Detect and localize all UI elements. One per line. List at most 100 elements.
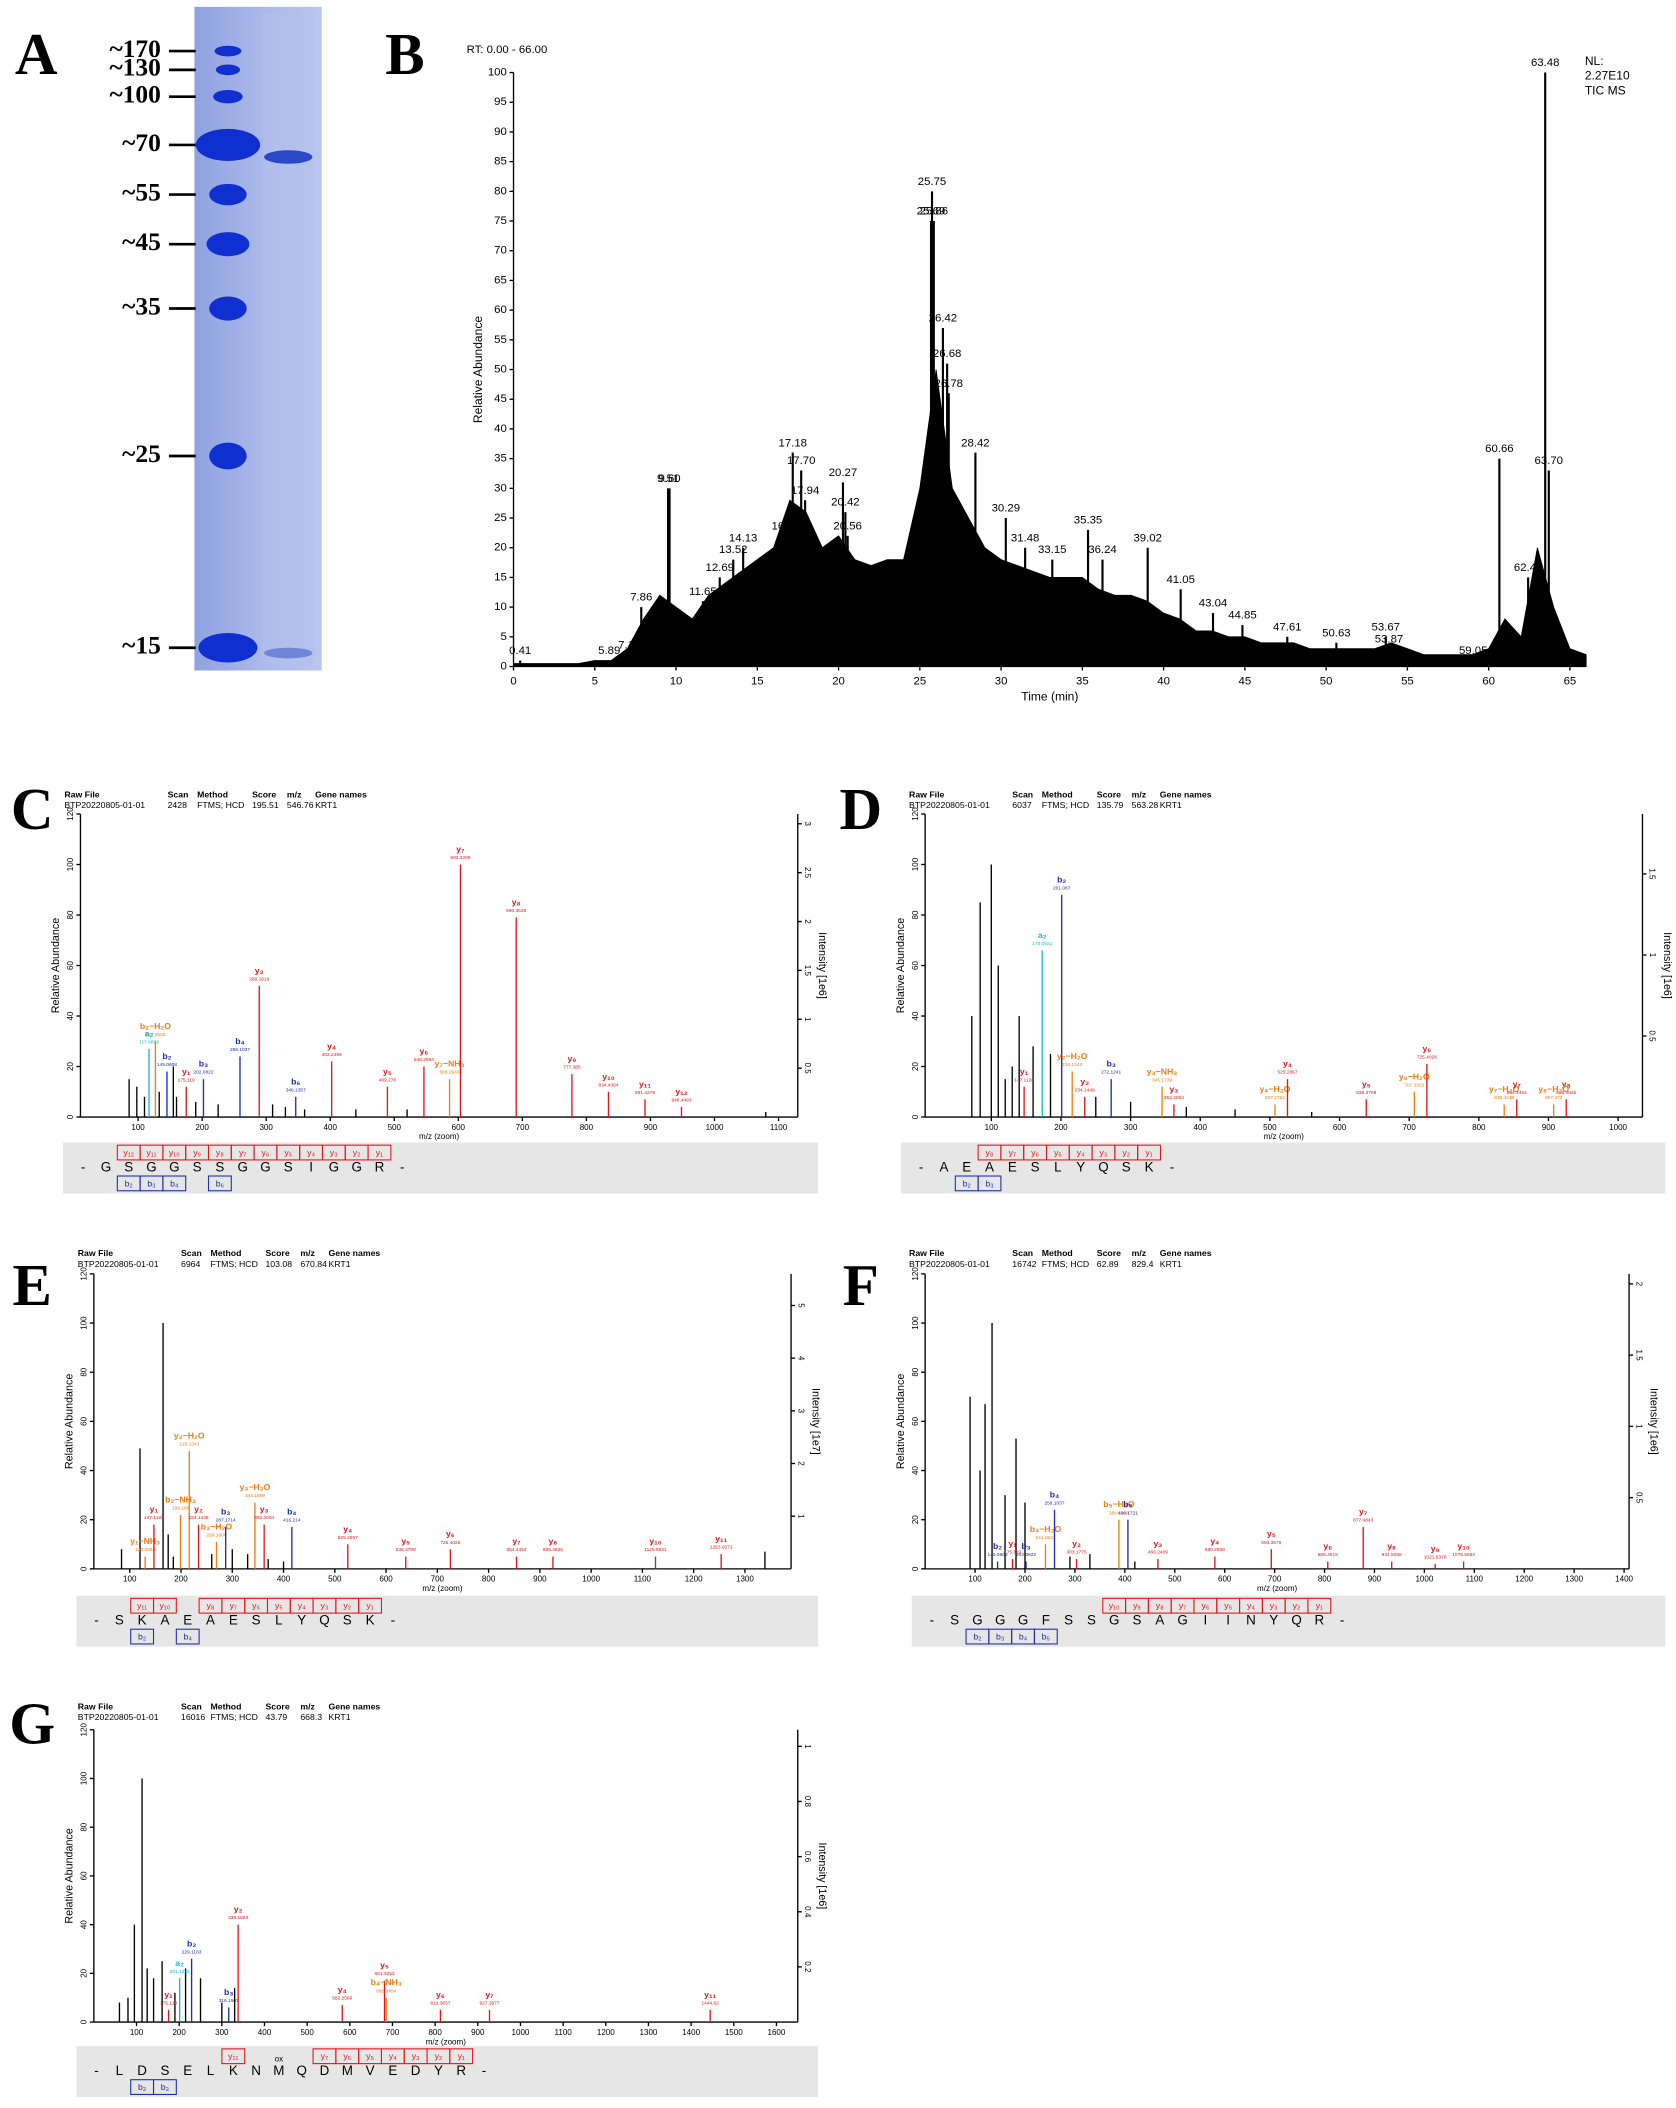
- peak-label: 13.52: [719, 544, 747, 556]
- header-value: FTMS; HCD: [197, 800, 244, 810]
- y2-tick-label: 1: [1648, 953, 1657, 958]
- y-ion-tag: y₄: [298, 1601, 306, 1611]
- residue: Q: [319, 1613, 329, 1628]
- y2-tick-label: 0.6: [803, 1851, 812, 1863]
- header-value: KRT1: [1160, 1259, 1182, 1269]
- header-value: 16742: [1012, 1259, 1036, 1269]
- x-tick-label: 400: [1194, 1123, 1208, 1132]
- x-tick-label: 200: [195, 1123, 209, 1132]
- residue: -: [81, 1160, 85, 1175]
- y-tick-label: 55: [494, 334, 507, 346]
- y-tick-label: 40: [911, 1011, 920, 1020]
- b-ion-tag: b₃: [161, 2082, 170, 2092]
- y-ion-tag: y₅: [1054, 1148, 1062, 1158]
- ion-mz: 777.385: [563, 1065, 581, 1071]
- y2-tick-label: 3: [796, 1409, 805, 1414]
- ion-label: y₈−H₂O: [1538, 1084, 1569, 1094]
- y-tick-label: 50: [494, 364, 507, 376]
- ion-label: y₃: [255, 965, 264, 975]
- ion-mz: 1021.5378: [1424, 1555, 1447, 1561]
- x-tick-label: 5: [592, 675, 598, 687]
- ion-mz: 1444.62: [701, 2000, 719, 2006]
- residue: D: [137, 2063, 147, 2078]
- ion-label: y₇: [456, 844, 465, 854]
- y2-tick-label: 2.5: [803, 867, 812, 879]
- residue: D: [411, 2063, 421, 2078]
- ion-label: y₅: [1362, 1079, 1371, 1089]
- residue: A: [1155, 1613, 1164, 1628]
- b-ion-tag: b₄: [170, 1178, 179, 1188]
- b-ion-tag: b₂: [138, 2082, 146, 2092]
- y-ion-tag: y₇: [1179, 1601, 1186, 1611]
- y-tick-label: 60: [80, 1871, 89, 1880]
- ion-label: y₁₀: [649, 1536, 661, 1546]
- y-axis-label: Relative Abundance: [895, 918, 907, 1013]
- x-tick-label: 1400: [682, 2028, 700, 2037]
- header-value: KRT1: [315, 800, 337, 810]
- ion-label: y₈: [548, 1536, 557, 1546]
- header-field: m/z: [1132, 1248, 1147, 1258]
- header-field: Raw File: [78, 1701, 113, 1711]
- ion-mz: 175.119: [160, 2000, 177, 2006]
- x-tick-label: 1000: [1415, 1575, 1433, 1584]
- header-value: FTMS; HCD: [1042, 800, 1089, 810]
- ion-label: y₇: [485, 1989, 494, 1999]
- b-ion-box: [1033, 1628, 1058, 1645]
- x-tick-label: 1600: [768, 2028, 786, 2037]
- y2-tick-label: 2: [1634, 1282, 1643, 1287]
- y-ion-tag: y₃: [330, 1148, 338, 1158]
- residue: S: [193, 1160, 202, 1175]
- ion-label: y₈: [1562, 1079, 1571, 1089]
- y-tick-label: 100: [66, 857, 75, 871]
- ion-label: y₁₀: [602, 1071, 614, 1081]
- residue: N: [251, 2063, 261, 2078]
- peak-label: 11.65: [689, 586, 717, 598]
- header-field: m/z: [300, 1248, 315, 1258]
- x-tick-label: 600: [343, 2028, 357, 2037]
- y-tick-label: 90: [494, 126, 507, 138]
- ion-mz: 685.3454: [376, 1988, 396, 1994]
- ion-label: b₂−NH₃: [165, 1494, 196, 1504]
- header-value: BTP20220805-01-01: [909, 1259, 990, 1269]
- ion-mz: 259.1037: [230, 1047, 250, 1053]
- ion-mz: 580.2838: [1205, 1547, 1225, 1553]
- y-tick-label: 0: [80, 1566, 89, 1571]
- header-value: 43.79: [265, 1712, 287, 1722]
- residue: -: [1170, 1160, 1174, 1175]
- x-tick-label: 500: [1263, 1123, 1277, 1132]
- header-value: 16016: [181, 1712, 205, 1722]
- ion-mz: 406.1721: [1118, 1510, 1138, 1516]
- nl-value: 2.27E10: [1585, 69, 1630, 83]
- header-value: KRT1: [328, 1712, 350, 1722]
- y2-tick-label: 3: [803, 822, 812, 827]
- y-ion-tag: y₃: [412, 2051, 420, 2061]
- residue: K: [229, 2063, 238, 2078]
- ion-label: y₇−NH₃: [435, 1059, 465, 1069]
- x-tick-label: 300: [215, 2028, 229, 2037]
- y-tick-label: 80: [80, 1367, 89, 1376]
- residue: S: [1087, 1613, 1096, 1628]
- y-ion-box: [1307, 1597, 1332, 1614]
- panel-label: B: [385, 21, 424, 87]
- marker-label: ~130: [109, 53, 160, 82]
- y-ion-tag: y₁: [376, 1148, 383, 1158]
- y-tick-label: 60: [494, 304, 507, 316]
- x-axis-label: m/z (zoom): [426, 2037, 466, 2046]
- residue: S: [252, 1613, 261, 1628]
- residue: A: [206, 1613, 215, 1628]
- peak-label: 33.15: [1038, 544, 1066, 556]
- b-ion-tag: b₃: [996, 1632, 1005, 1642]
- nl-label: NL:: [1585, 54, 1604, 68]
- ion-mz: 338.1823: [228, 1915, 248, 1921]
- peak-label: 17.18: [779, 437, 807, 449]
- ion-label: y₁₁: [715, 1534, 727, 1544]
- x-axis-label: m/z (zoom): [419, 1132, 459, 1141]
- header-field: Gene names: [1160, 790, 1212, 800]
- ion-label: b₃: [221, 1507, 230, 1517]
- y-ion-box: [221, 2048, 246, 2065]
- y2-tick-label: 0.8: [803, 1796, 812, 1808]
- ion-label: y₇−H₂O: [1489, 1084, 1520, 1094]
- peak-label: 63.48: [1531, 57, 1559, 69]
- ion-mz: 199.108: [172, 1505, 190, 1511]
- ion-mz: 877.4843: [1353, 1518, 1373, 1524]
